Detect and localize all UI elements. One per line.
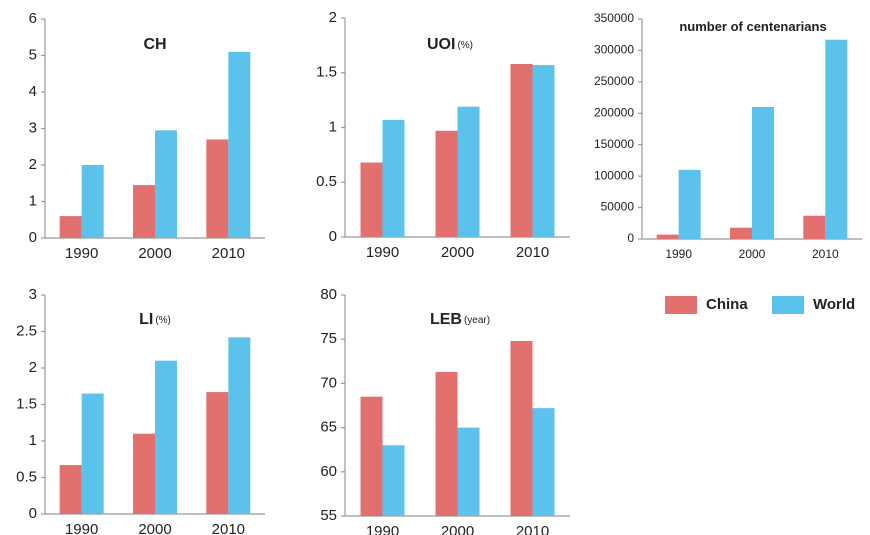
title-text: CH	[143, 36, 166, 53]
bar	[81, 165, 104, 238]
x-tick-label: 1990	[665, 247, 692, 261]
bar	[360, 396, 383, 516]
bar	[81, 393, 104, 514]
x-tick-label: 2010	[812, 247, 839, 261]
bar	[803, 215, 826, 239]
bar	[133, 433, 155, 514]
y-tick-label: 2	[329, 9, 337, 26]
y-tick-label: 0.5	[316, 173, 337, 190]
y-tick-label: 3	[29, 119, 37, 136]
chart-title: LEB (year)	[430, 311, 490, 328]
y-tick-label: 250000	[594, 74, 634, 88]
bar	[228, 51, 251, 238]
title-text: number of centenarians	[679, 19, 826, 34]
bar	[510, 340, 533, 516]
y-tick-label: 150000	[594, 137, 634, 151]
bar	[435, 130, 458, 237]
y-tick-label: 0.5	[16, 468, 37, 485]
bar	[59, 216, 82, 238]
bar	[457, 427, 480, 516]
bar	[532, 408, 555, 516]
x-tick-label: 1990	[366, 523, 399, 535]
title-unit: (%)	[457, 40, 473, 51]
y-tick-label: 4	[29, 83, 37, 100]
bar	[510, 63, 533, 237]
y-tick-label: 70	[320, 374, 337, 391]
bar	[133, 185, 155, 238]
y-tick-label: 0	[29, 229, 37, 246]
legend-swatch-world	[772, 296, 804, 314]
bar	[59, 465, 82, 514]
x-tick-label: 2010	[212, 245, 245, 262]
x-tick-label: 2000	[441, 244, 474, 261]
y-tick-label: 2.5	[16, 322, 37, 339]
bar	[752, 107, 774, 239]
x-tick-label: 2010	[212, 521, 245, 535]
bar	[435, 371, 458, 516]
x-tick-label: 2010	[516, 523, 549, 535]
y-tick-label: 1	[29, 192, 37, 209]
title-text: LI	[139, 311, 153, 328]
y-tick-label: 5	[29, 46, 37, 63]
y-tick-label: 60	[320, 463, 337, 480]
title-unit: (year)	[464, 315, 490, 326]
bar	[155, 360, 177, 514]
legend-label: China	[706, 296, 748, 313]
x-tick-label: 2010	[516, 244, 549, 261]
y-tick-label: 0	[329, 228, 337, 245]
y-tick-label: 80	[320, 286, 337, 303]
chart-title: CH	[143, 36, 166, 53]
y-tick-label: 65	[320, 419, 337, 436]
bar	[155, 130, 177, 238]
title-text: LEB	[430, 311, 462, 328]
y-tick-label: 2	[29, 359, 37, 376]
bar	[457, 106, 480, 237]
y-tick-label: 1	[29, 432, 37, 449]
y-tick-label: 0	[29, 505, 37, 522]
bar	[206, 139, 229, 238]
y-tick-label: 1.5	[16, 395, 37, 412]
x-tick-label: 1990	[366, 244, 399, 261]
y-tick-label: 6	[29, 10, 37, 27]
bar	[825, 39, 848, 239]
bar	[228, 337, 251, 514]
y-tick-label: 1	[329, 118, 337, 135]
y-tick-label: 1.5	[316, 64, 337, 81]
x-tick-label: 2000	[138, 245, 171, 262]
y-tick-label: 2	[29, 156, 37, 173]
x-tick-label: 2000	[138, 521, 171, 535]
y-tick-label: 75	[320, 330, 337, 347]
y-tick-label: 55	[320, 507, 337, 524]
chart-title: UOI (%)	[427, 36, 473, 53]
x-tick-label: 1990	[65, 521, 98, 535]
y-tick-label: 0	[627, 231, 634, 245]
y-tick-label: 200000	[594, 105, 634, 119]
legend-swatch-china	[665, 296, 697, 314]
y-tick-label: 350000	[594, 11, 634, 25]
y-tick-label: 300000	[594, 43, 634, 57]
bar	[360, 162, 383, 237]
x-tick-label: 2000	[739, 247, 766, 261]
x-tick-label: 1990	[65, 245, 98, 262]
chart-title: LI (%)	[139, 311, 171, 328]
y-tick-label: 50000	[601, 200, 635, 214]
chart-title: number of centenarians	[679, 19, 826, 34]
y-tick-label: 100000	[594, 168, 634, 182]
bar	[730, 227, 752, 239]
legend-label: World	[813, 296, 855, 313]
bar	[206, 392, 229, 514]
title-text: UOI	[427, 36, 455, 53]
y-tick-label: 3	[29, 286, 37, 303]
bar	[382, 445, 405, 516]
bar	[656, 234, 679, 239]
bar	[678, 169, 701, 239]
bar	[532, 65, 555, 238]
bar	[382, 119, 405, 237]
title-unit: (%)	[155, 315, 171, 326]
x-tick-label: 2000	[441, 523, 474, 535]
